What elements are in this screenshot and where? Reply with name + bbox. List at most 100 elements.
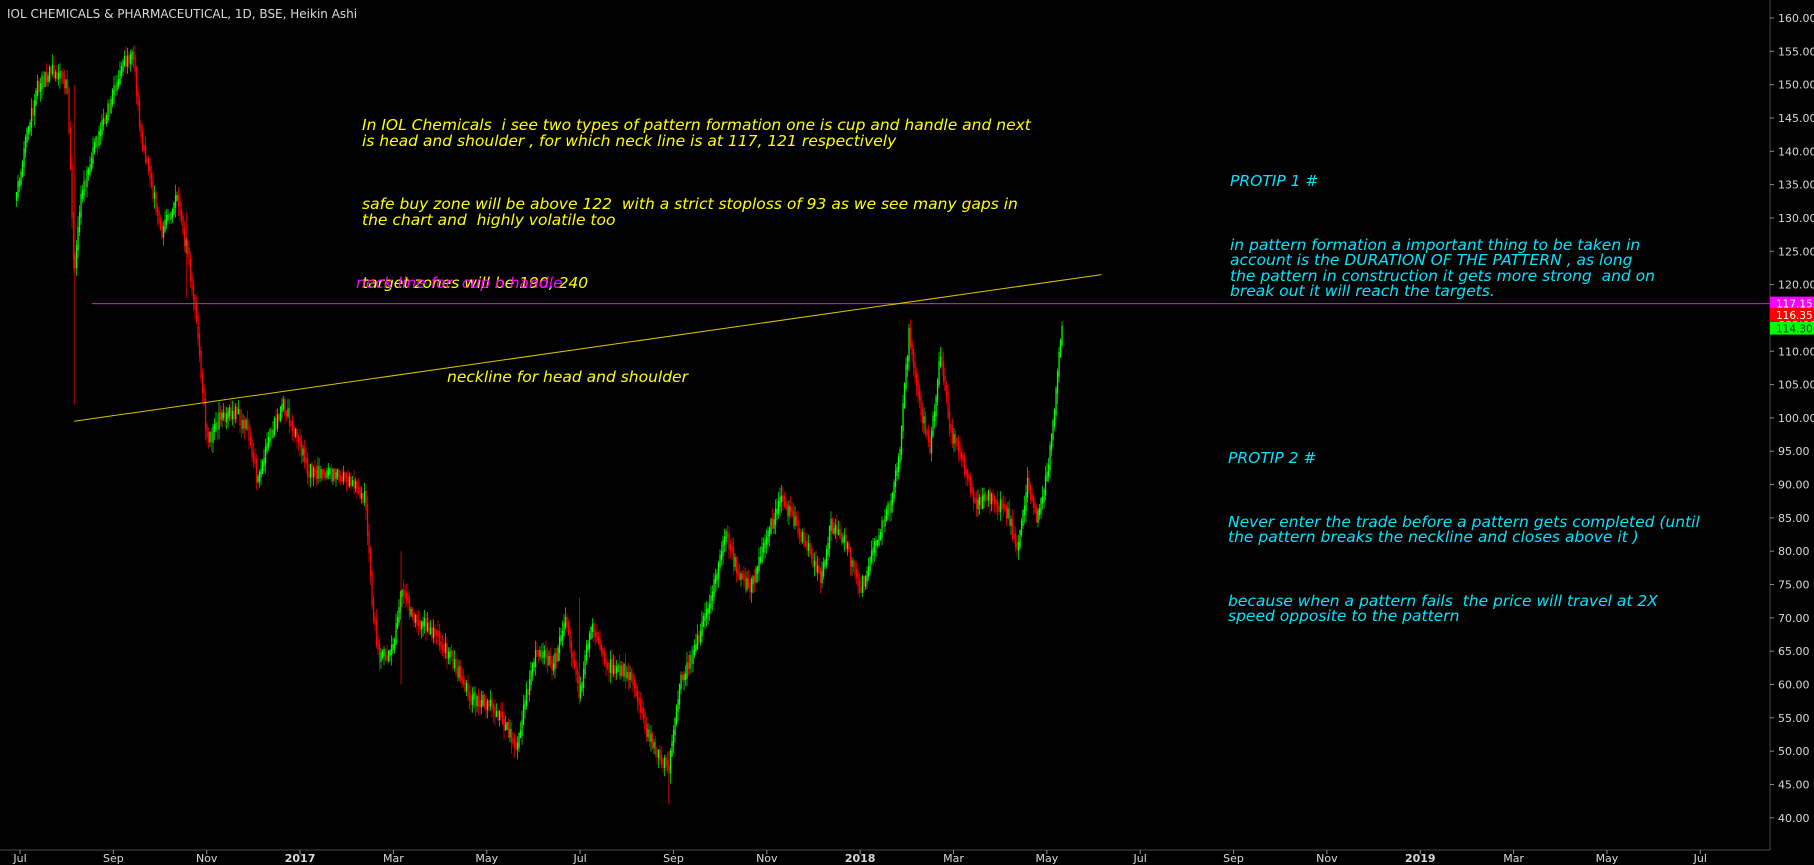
candle-body <box>96 136 99 147</box>
time-tick-label: May <box>475 852 498 865</box>
candle-body <box>287 408 289 417</box>
candle-body <box>765 537 768 546</box>
candle-body <box>167 213 169 221</box>
candle-body <box>411 608 414 618</box>
candle-body <box>453 659 456 669</box>
candle-body <box>747 578 750 589</box>
candle-body <box>894 470 897 488</box>
candle-body <box>651 733 654 749</box>
candle-body <box>890 500 892 513</box>
candle-body <box>207 431 210 443</box>
candle-body <box>1044 475 1047 496</box>
candle-body <box>600 644 603 654</box>
candle-body <box>783 495 786 507</box>
candle-body <box>93 142 96 153</box>
candle-body <box>636 690 639 703</box>
candle-body <box>188 248 190 265</box>
price-tick-label: 150.00 <box>1778 79 1814 92</box>
candle-body <box>834 525 837 534</box>
candle-body <box>30 108 33 128</box>
candle-body <box>525 689 528 706</box>
candle-body <box>447 651 450 659</box>
candle-body <box>420 621 423 630</box>
candle-body <box>462 678 465 685</box>
candle-body <box>648 729 651 742</box>
candle-body <box>269 429 271 443</box>
candle-body <box>44 72 46 87</box>
candle-body <box>242 420 244 429</box>
candle-body <box>306 457 309 477</box>
candle-body <box>771 518 774 529</box>
candle-body <box>566 616 568 627</box>
candle-body <box>290 420 292 427</box>
time-tick-label: Sep <box>103 852 124 865</box>
candle-body <box>116 81 118 91</box>
candle-body <box>908 327 910 362</box>
candle-body <box>480 700 483 708</box>
candle-body <box>501 712 504 724</box>
candle-body <box>86 169 88 188</box>
candle-body <box>284 399 286 416</box>
candle-body <box>443 644 445 653</box>
candle-body <box>620 665 622 676</box>
candle-body <box>858 580 861 593</box>
candle-body <box>861 575 864 593</box>
candle-body <box>191 276 193 291</box>
candle-body <box>1022 509 1024 526</box>
candle-body <box>432 627 435 638</box>
candle-body <box>881 520 883 538</box>
time-tick-label: 2019 <box>1405 852 1436 865</box>
candle-body <box>426 622 429 632</box>
candle-body <box>24 137 27 154</box>
candle-body <box>32 108 34 116</box>
candle-body <box>107 103 109 121</box>
candle-body <box>1013 533 1015 540</box>
candle-body <box>972 488 975 503</box>
price-tick-label: 40.00 <box>1778 812 1810 825</box>
candle-body <box>405 593 408 601</box>
candle-body <box>729 543 732 552</box>
candle-body <box>806 541 808 551</box>
candle-body <box>726 531 729 539</box>
candle-body <box>996 500 999 512</box>
candle-body <box>419 620 421 630</box>
candle-body <box>29 122 31 132</box>
candle-body <box>681 674 684 681</box>
candle-body <box>56 72 58 80</box>
candle-body <box>147 157 150 172</box>
candle-body <box>42 75 45 87</box>
time-tick-label: 2017 <box>285 852 316 865</box>
candle-body <box>618 664 621 676</box>
candle-body <box>974 497 976 504</box>
candle-body <box>449 650 451 658</box>
candle-body <box>575 661 577 675</box>
candle-body <box>738 572 741 580</box>
candle-body <box>444 642 447 653</box>
candle-body <box>929 437 931 454</box>
price-label: 117.15 <box>1770 296 1814 311</box>
candle-body <box>234 406 237 420</box>
candle-body <box>792 510 795 527</box>
candle-body <box>663 757 666 768</box>
candle-body <box>516 742 519 750</box>
candle-body <box>843 535 846 543</box>
candle-body <box>509 728 511 738</box>
candle-body <box>129 54 132 64</box>
candle-body <box>1046 471 1048 481</box>
candle-body <box>713 579 715 597</box>
candle-body <box>678 684 681 705</box>
candle-body <box>978 497 981 506</box>
candle-body <box>35 90 37 106</box>
candle-body <box>249 435 252 446</box>
candle-body <box>542 651 544 659</box>
candle-body <box>138 100 141 129</box>
candle-body <box>146 157 148 164</box>
price-tick-label: 80.00 <box>1778 545 1810 558</box>
candle-body <box>339 475 342 482</box>
candle-body <box>228 407 231 417</box>
candle-body <box>20 171 22 186</box>
candle-body <box>705 609 708 619</box>
candle-body <box>555 653 558 662</box>
candle-body <box>101 120 103 135</box>
